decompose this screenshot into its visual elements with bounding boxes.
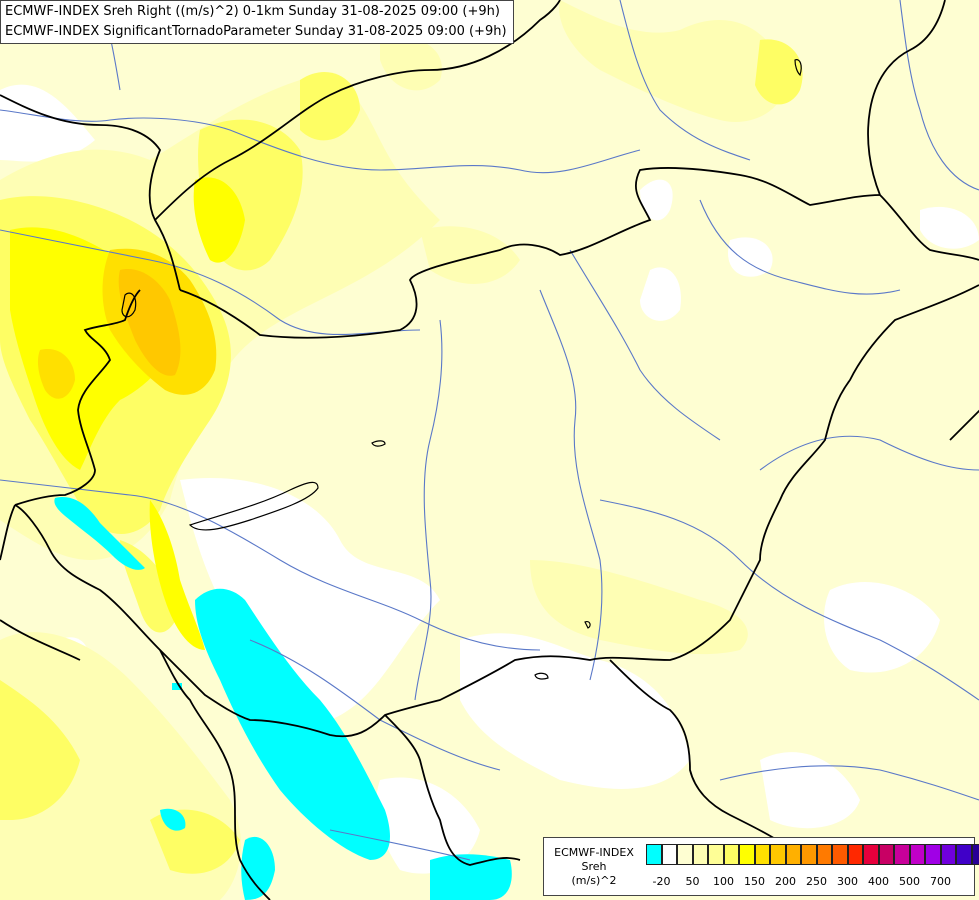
legend-swatch (661, 844, 677, 865)
legend-tick: 700 (930, 875, 951, 888)
rivers (0, 0, 979, 861)
legend-swatch (816, 844, 832, 865)
legend-unit: (m/s)^2 (571, 874, 617, 887)
legend-swatch (801, 844, 817, 865)
legend-tick: 250 (806, 875, 827, 888)
legend-swatch (646, 844, 662, 865)
legend-swatch (785, 844, 801, 865)
legend-model: ECMWF-INDEX (554, 846, 634, 859)
legend-tick: 100 (713, 875, 734, 888)
legend-swatch (677, 844, 693, 865)
legend-swatch (956, 844, 972, 865)
map-title-box: ECMWF-INDEX Sreh Right ((m/s)^2) 0-1km S… (0, 0, 514, 44)
legend-swatch (847, 844, 863, 865)
legend-swatch (971, 844, 979, 865)
lakes (121, 59, 802, 680)
legend-swatch (894, 844, 910, 865)
legend-swatch (925, 844, 941, 865)
legend-tick: 200 (775, 875, 796, 888)
legend-label: ECMWF-INDEX Sreh (m/s)^2 (548, 846, 640, 888)
color-legend: ECMWF-INDEX Sreh (m/s)^2 -20 50 100 150 200 2… (543, 837, 979, 896)
title-line-sreh: ECMWF-INDEX Sreh Right ((m/s)^2) 0-1km S… (5, 4, 500, 19)
legend-swatch (863, 844, 879, 865)
legend-swatch (723, 844, 739, 865)
legend-swatch (692, 844, 708, 865)
legend-swatch (770, 844, 786, 865)
legend-swatch (909, 844, 925, 865)
legend-swatch (878, 844, 894, 865)
legend-swatch (739, 844, 755, 865)
legend-tick: 400 (868, 875, 889, 888)
legend-tick: 500 (899, 875, 920, 888)
legend-tick: 150 (744, 875, 765, 888)
legend-swatch (754, 844, 770, 865)
legend-swatches (646, 844, 979, 865)
legend-tick: 50 (685, 875, 700, 888)
sreh-low-zones (0, 84, 979, 874)
legend-tick: 300 (837, 875, 858, 888)
legend-swatch (940, 844, 956, 865)
title-line-stp: ECMWF-INDEX SignificantTornadoParameter … (5, 24, 507, 39)
legend-swatch (708, 844, 724, 865)
legend-variable: Sreh (581, 860, 607, 873)
legend-tick: -20 (652, 875, 671, 888)
legend-swatch (832, 844, 848, 865)
